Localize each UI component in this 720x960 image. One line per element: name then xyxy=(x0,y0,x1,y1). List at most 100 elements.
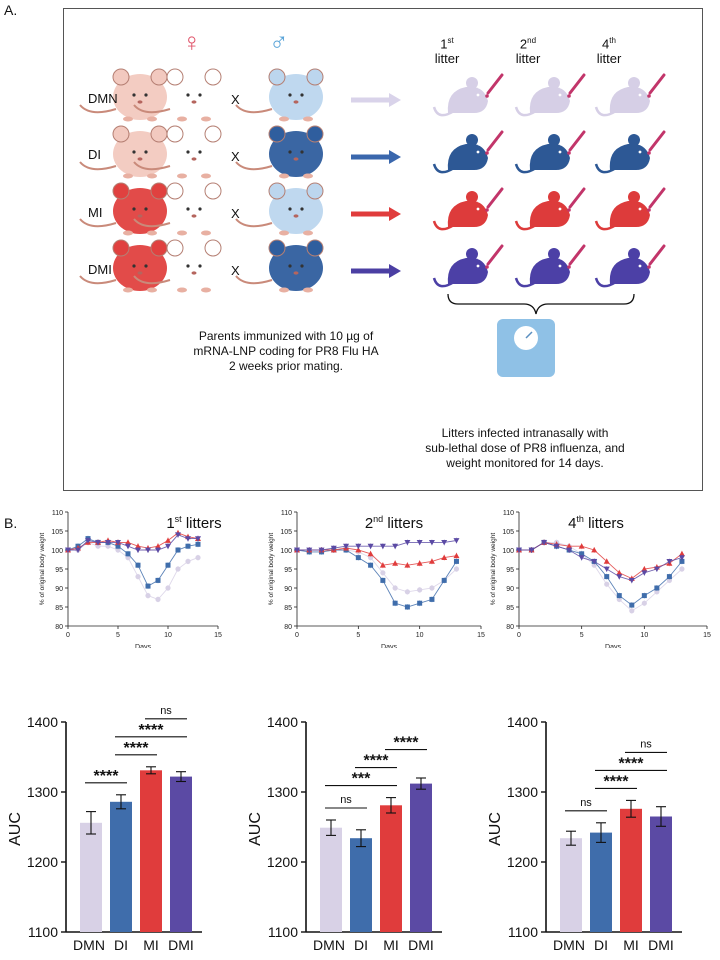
mouse-eye-icon xyxy=(132,207,136,211)
mouse-ear-icon xyxy=(150,239,168,257)
x-tick-label: 0 xyxy=(295,632,299,639)
data-point xyxy=(294,547,300,553)
data-point xyxy=(404,604,410,610)
data-point xyxy=(616,593,622,599)
scale-icon xyxy=(497,319,555,377)
x-tick-label: 10 xyxy=(640,632,648,639)
series-line xyxy=(519,541,683,580)
x-tick-label: 10 xyxy=(416,632,424,639)
series-dmn xyxy=(516,539,685,614)
dropper-icon xyxy=(648,244,666,266)
data-point xyxy=(616,574,623,580)
data-point xyxy=(306,547,313,553)
mouse-nose-icon xyxy=(137,100,143,104)
data-point xyxy=(417,600,423,606)
bar-dmi xyxy=(410,783,432,932)
mouse-tail-icon xyxy=(235,218,273,228)
y-tick-label: 100 xyxy=(280,548,292,555)
x-axis-label: Days xyxy=(381,644,397,648)
pup-mouse-icon xyxy=(432,73,504,117)
droplet-icon xyxy=(485,265,489,269)
pup-mouse-icon xyxy=(432,130,504,174)
row-label-dmi: DMI xyxy=(88,262,112,277)
mouse-ear-icon xyxy=(306,125,324,143)
mouse-paw-icon xyxy=(123,230,133,236)
x-tick-label: 0 xyxy=(517,632,521,639)
arrow-head-icon xyxy=(389,264,401,278)
row-label-dmn: DMN xyxy=(88,91,118,106)
data-point xyxy=(416,540,423,546)
y-tick-label: 1300 xyxy=(27,784,58,800)
data-point xyxy=(367,543,374,550)
pup-body-icon xyxy=(529,86,570,113)
mouse-body-icon xyxy=(269,131,323,177)
mouse-tail-icon xyxy=(235,104,273,114)
mouse-paw-icon xyxy=(279,116,289,122)
droplet-icon xyxy=(647,208,651,212)
data-point xyxy=(428,558,435,564)
data-point xyxy=(392,600,398,606)
data-point xyxy=(566,547,573,553)
mouse-eye-icon xyxy=(288,93,292,97)
y-tick-label: 110 xyxy=(52,510,63,517)
pup-body-icon xyxy=(609,257,650,284)
pup-ear-icon xyxy=(628,191,640,203)
dropper-icon xyxy=(486,130,504,152)
data-point xyxy=(165,585,171,591)
y-tick-label: 100 xyxy=(502,548,514,555)
pup-eye-icon xyxy=(558,93,562,97)
mouse-paw-icon xyxy=(279,230,289,236)
mouse-paw-icon xyxy=(303,173,313,179)
data-point xyxy=(185,558,191,564)
x-tick-label: 15 xyxy=(477,632,485,639)
pup-ear-icon xyxy=(628,248,640,260)
data-point xyxy=(441,540,448,546)
panel-a-label: A. xyxy=(4,2,18,18)
mouse-eye-icon xyxy=(288,264,292,268)
y-tick-label: 90 xyxy=(55,586,63,593)
row-label-mi: MI xyxy=(88,205,103,220)
pup-mouse-icon xyxy=(514,244,586,288)
mouse-ear-icon xyxy=(268,239,286,257)
data-point xyxy=(135,574,141,580)
dropper-icon xyxy=(568,244,586,266)
data-point xyxy=(453,558,459,564)
mouse-nose-icon xyxy=(293,100,299,104)
y-tick-label: 1200 xyxy=(27,854,58,870)
significance-label: **** xyxy=(364,753,390,770)
cross-symbol-dmi: X xyxy=(231,263,240,278)
mouse-eye-icon xyxy=(288,150,292,154)
y-tick-label: 110 xyxy=(281,510,292,517)
data-point xyxy=(85,538,91,544)
x-tick-label: DMN xyxy=(313,937,345,953)
data-point xyxy=(95,540,101,546)
significance-label: *** xyxy=(352,771,371,788)
y-tick-label: 95 xyxy=(506,567,514,574)
mouse-nose-icon xyxy=(191,100,197,104)
y-tick-label: 1400 xyxy=(507,714,538,730)
x-tick-label: 0 xyxy=(66,632,70,639)
series-di xyxy=(516,539,685,609)
data-point xyxy=(429,585,435,591)
mouse-nose-icon xyxy=(191,271,197,275)
mouse-body-icon xyxy=(167,188,221,234)
mouse-tail-icon xyxy=(79,275,117,285)
bar-dmi xyxy=(170,776,192,932)
data-point xyxy=(379,543,386,550)
pup-eye-icon xyxy=(476,207,480,211)
mouse-nose-icon xyxy=(137,157,143,161)
data-point xyxy=(380,570,386,576)
mouse-paw-icon xyxy=(177,116,187,122)
data-point xyxy=(666,574,672,580)
mouse-tail-icon xyxy=(133,104,171,114)
mouse-ear-icon xyxy=(204,68,222,86)
data-point xyxy=(678,555,685,561)
row-label-di: DI xyxy=(88,147,101,162)
pup-eye-icon xyxy=(558,264,562,268)
data-point xyxy=(115,547,121,553)
x-tick-label: DMN xyxy=(553,937,585,953)
y-tick-label: 80 xyxy=(284,624,292,631)
y-tick-label: 85 xyxy=(55,605,63,612)
x-tick-label: 15 xyxy=(214,632,222,639)
arrow-head-icon xyxy=(389,207,401,221)
